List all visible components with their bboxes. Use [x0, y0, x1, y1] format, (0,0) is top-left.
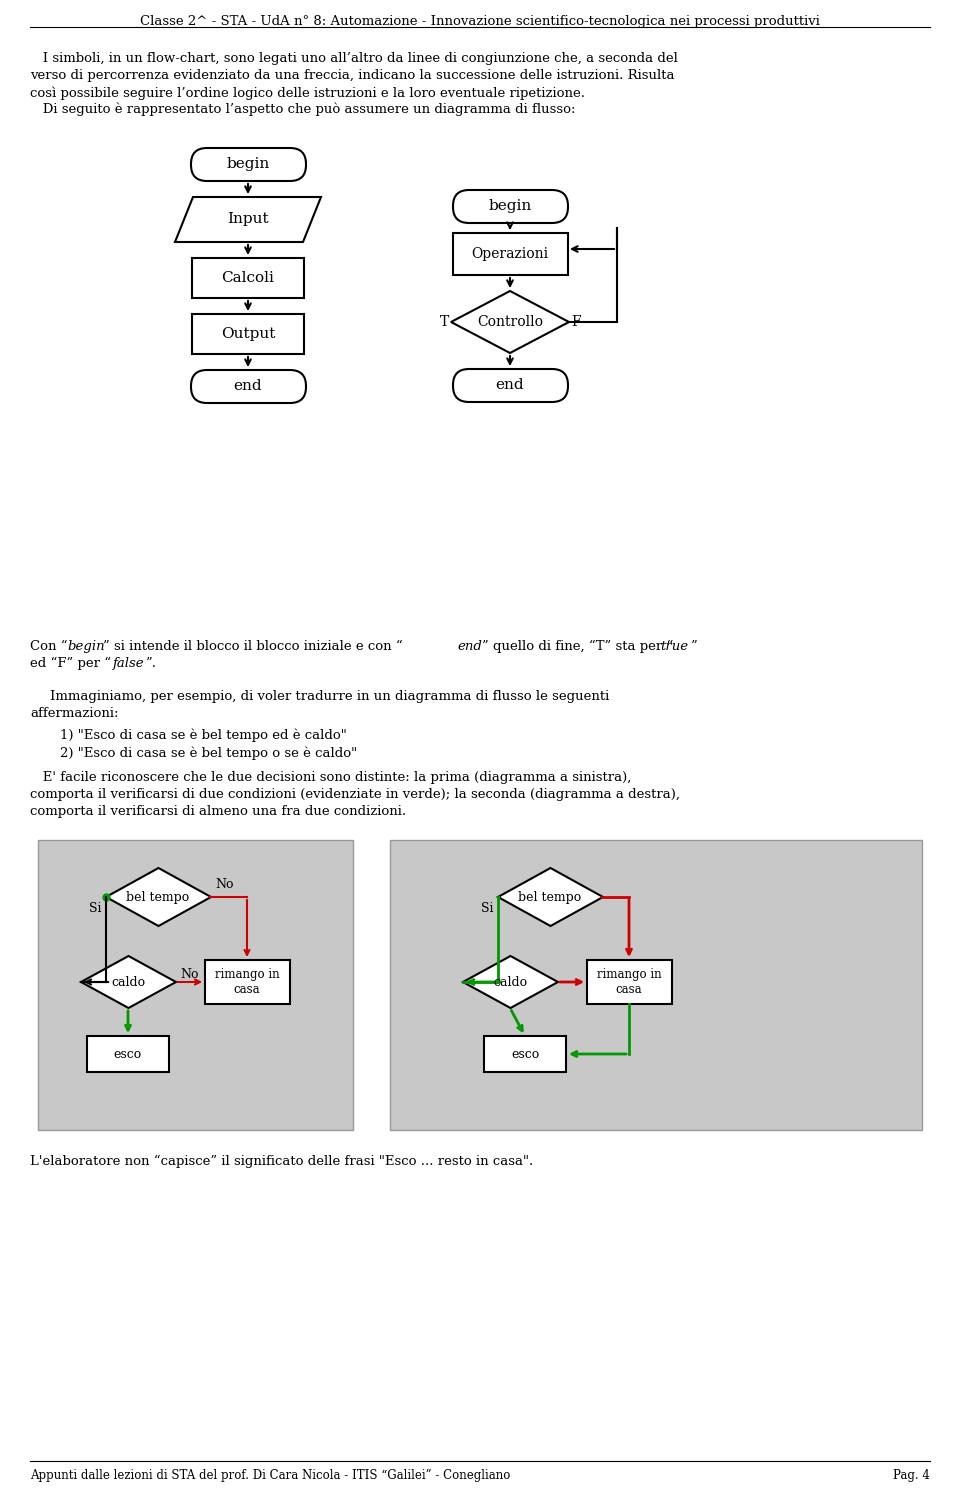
Text: Pag. 4: Pag. 4 — [893, 1469, 930, 1482]
Text: Si: Si — [88, 903, 101, 915]
Polygon shape — [81, 955, 176, 1007]
FancyBboxPatch shape — [191, 371, 306, 403]
Text: 1) "Esco di casa se è bel tempo ed è caldo": 1) "Esco di casa se è bel tempo ed è cal… — [60, 729, 347, 743]
Text: Immaginiamo, per esempio, di voler tradurre in un diagramma di flusso le seguent: Immaginiamo, per esempio, di voler tradu… — [50, 690, 610, 702]
Polygon shape — [463, 955, 558, 1007]
Text: No: No — [215, 878, 233, 891]
Text: comporta il verificarsi di due condizioni (evidenziate in verde); la seconda (di: comporta il verificarsi di due condizion… — [30, 789, 680, 801]
Bar — [38, 841, 353, 1129]
Text: Di seguito è rappresentato l’aspetto che può assumere un diagramma di flusso:: Di seguito è rappresentato l’aspetto che… — [30, 103, 575, 116]
Text: Input: Input — [228, 211, 269, 226]
Text: 2) "Esco di casa se è bel tempo o se è caldo": 2) "Esco di casa se è bel tempo o se è c… — [60, 745, 357, 759]
Polygon shape — [175, 196, 321, 243]
Bar — [205, 960, 290, 1004]
Text: Calcoli: Calcoli — [222, 271, 275, 286]
Text: Con “: Con “ — [30, 640, 67, 653]
Bar — [587, 960, 672, 1004]
Text: ed “F” per “: ed “F” per “ — [30, 658, 111, 670]
Bar — [453, 234, 568, 275]
Text: L'elaboratore non “capisce” il significato delle frasi "Esco ... resto in casa".: L'elaboratore non “capisce” il significa… — [30, 1155, 533, 1168]
Text: così possibile seguire l’ordine logico delle istruzioni e la loro eventuale ripe: così possibile seguire l’ordine logico d… — [30, 86, 585, 100]
Text: Controllo: Controllo — [477, 315, 543, 329]
Text: Si: Si — [481, 903, 493, 915]
Text: ” quello di fine, “T” sta per “: ” quello di fine, “T” sta per “ — [482, 640, 673, 653]
Bar — [192, 257, 304, 298]
Text: Output: Output — [221, 327, 276, 341]
Text: verso di percorrenza evidenziato da una freccia, indicano la successione delle i: verso di percorrenza evidenziato da una … — [30, 68, 675, 82]
Bar — [87, 1036, 169, 1071]
Text: rimango in
casa: rimango in casa — [597, 969, 661, 995]
Text: ”: ” — [690, 640, 697, 653]
Text: end: end — [233, 379, 262, 393]
Bar — [484, 1036, 566, 1071]
Text: caldo: caldo — [492, 976, 527, 988]
Text: begin: begin — [227, 158, 270, 171]
Text: T: T — [440, 315, 449, 329]
Text: ”.: ”. — [145, 658, 156, 670]
Text: F: F — [571, 315, 581, 329]
Text: No: No — [180, 967, 199, 981]
Text: ” si intende il blocco il blocco iniziale e con “: ” si intende il blocco il blocco inizial… — [103, 640, 403, 653]
Text: bel tempo: bel tempo — [127, 890, 190, 903]
Text: begin: begin — [67, 640, 105, 653]
Text: Classe 2^ - STA - UdA n° 8: Automazione - Innovazione scientifico-tecnologica ne: Classe 2^ - STA - UdA n° 8: Automazione … — [140, 15, 820, 28]
Text: end: end — [495, 378, 524, 391]
FancyBboxPatch shape — [191, 147, 306, 182]
Text: begin: begin — [489, 199, 532, 213]
Text: affermazioni:: affermazioni: — [30, 707, 118, 720]
Polygon shape — [106, 868, 211, 926]
Polygon shape — [451, 292, 569, 353]
Polygon shape — [498, 868, 603, 926]
Text: end: end — [457, 640, 482, 653]
Text: comporta il verificarsi di almeno una fra due condizioni.: comporta il verificarsi di almeno una fr… — [30, 805, 406, 818]
Bar — [390, 841, 922, 1129]
Text: E' facile riconoscere che le due decisioni sono distinte: la prima (diagramma a : E' facile riconoscere che le due decisio… — [30, 771, 632, 784]
FancyBboxPatch shape — [453, 369, 568, 402]
Text: true: true — [660, 640, 688, 653]
FancyBboxPatch shape — [453, 190, 568, 223]
Text: I simboli, in un flow-chart, sono legati uno all’altro da linee di congiunzione : I simboli, in un flow-chart, sono legati… — [30, 52, 678, 65]
Text: bel tempo: bel tempo — [518, 890, 582, 903]
Text: Appunti dalle lezioni di STA del prof. Di Cara Nicola - ITIS “Galilei” - Conegli: Appunti dalle lezioni di STA del prof. D… — [30, 1469, 511, 1482]
Text: esco: esco — [511, 1048, 540, 1061]
Text: false: false — [113, 658, 145, 670]
Text: Operazioni: Operazioni — [471, 247, 548, 260]
Text: caldo: caldo — [111, 976, 145, 988]
Text: rimango in
casa: rimango in casa — [215, 969, 279, 995]
Text: esco: esco — [114, 1048, 142, 1061]
Bar — [192, 314, 304, 354]
